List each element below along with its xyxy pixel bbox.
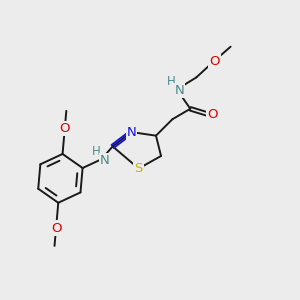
Text: N: N	[127, 126, 136, 139]
Text: H: H	[92, 145, 100, 158]
Text: N: N	[100, 154, 110, 167]
Text: O: O	[59, 122, 70, 135]
Text: N: N	[174, 84, 184, 98]
Text: H: H	[167, 75, 175, 88]
Text: O: O	[207, 108, 217, 121]
Text: S: S	[134, 162, 143, 175]
Text: O: O	[209, 55, 220, 68]
Text: O: O	[51, 221, 61, 235]
